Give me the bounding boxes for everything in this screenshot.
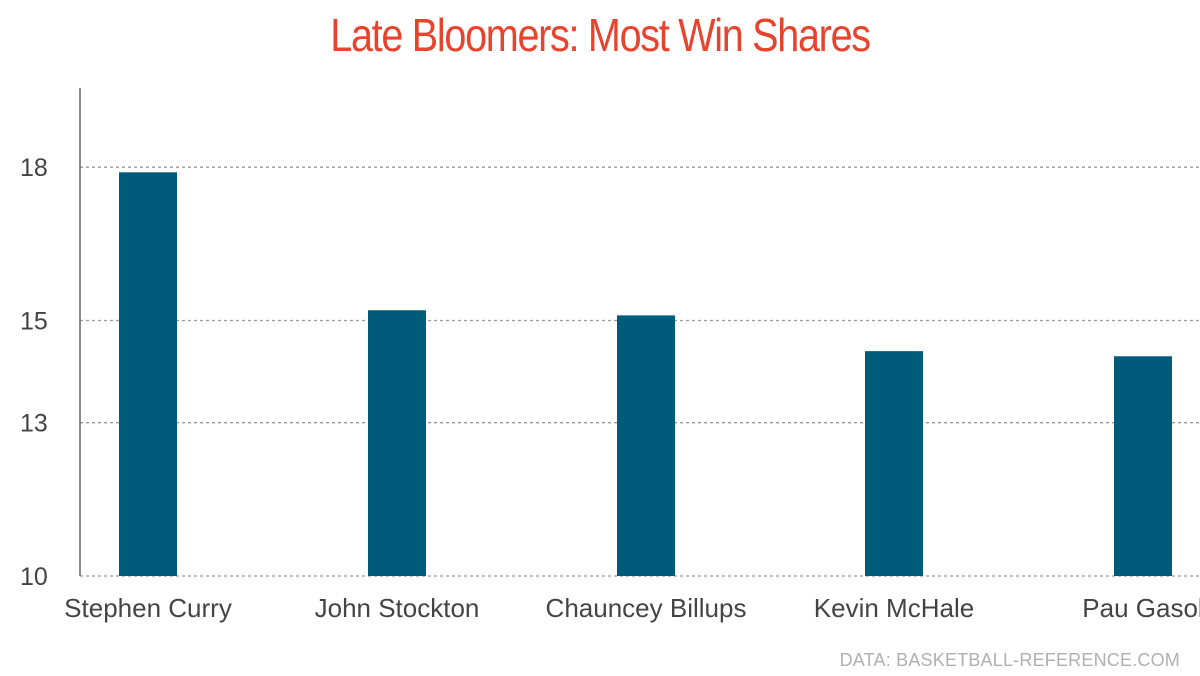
chart-title: Late Bloomers: Most Win Shares	[330, 9, 871, 61]
x-category-label: Pau Gasol	[1082, 593, 1200, 623]
y-tick-label: 15	[20, 308, 48, 336]
bar-stephen-curry	[119, 172, 177, 576]
y-tick-label: 13	[20, 410, 48, 438]
y-axis-ticks: 10 13 15 18	[20, 154, 48, 591]
bars	[119, 172, 1172, 576]
source-note: DATA: BASKETBALL-REFERENCE.COM	[839, 650, 1180, 670]
y-tick-label: 10	[20, 563, 48, 591]
x-category-label: John Stockton	[315, 593, 480, 623]
bar-pau-gasol	[1114, 356, 1172, 576]
x-axis-labels: Stephen Curry John Stockton Chauncey Billu…	[64, 593, 1200, 623]
x-category-label: Kevin McHale	[814, 593, 974, 623]
y-tick-label: 18	[20, 154, 48, 182]
x-category-label: Chauncey Billups	[546, 593, 747, 623]
bar-chauncey-billups	[617, 315, 675, 576]
bar-kevin-mchale	[865, 351, 923, 576]
x-category-label: Stephen Curry	[64, 593, 232, 623]
bar-john-stockton	[368, 310, 426, 576]
